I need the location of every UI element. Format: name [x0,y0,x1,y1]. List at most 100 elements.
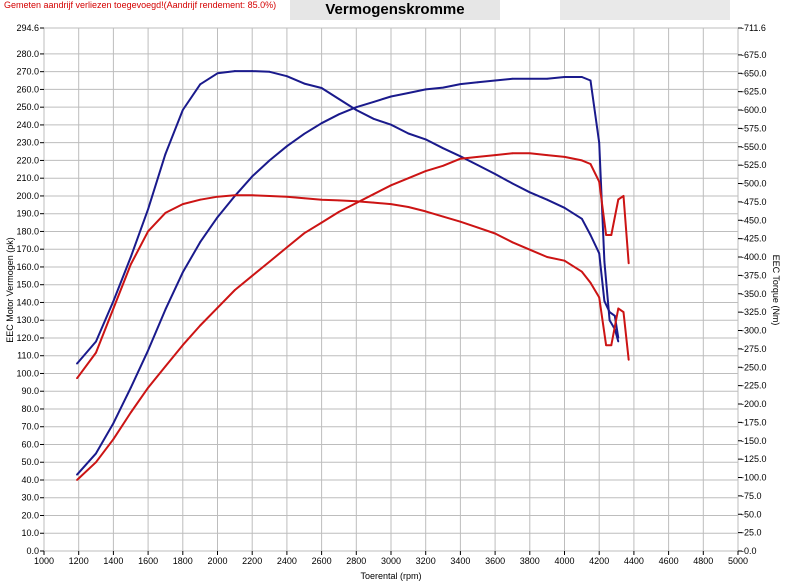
data-point [494,173,496,175]
data-point [546,154,549,157]
x-tick-label: 2600 [312,556,332,566]
y-right-tick-label: -400.0 [741,252,767,262]
data-point [442,86,444,89]
data-point [390,123,392,126]
data-point [199,324,202,327]
data-point [372,100,375,103]
x-tick-label: 3600 [485,556,505,566]
data-point [511,152,514,155]
data-point [589,281,592,284]
data-point [622,311,625,314]
x-tick-label: 2000 [207,556,227,566]
y-right-tick-label: -625.0 [741,87,767,97]
data-point [112,422,115,425]
x-tick-label: 2200 [242,556,262,566]
y-left-tick-label: 120.0 [16,333,39,343]
x-tick-label: 4000 [554,556,574,566]
data-point [580,270,583,273]
y-left-tick-label: 250.0 [16,102,39,112]
y-left-tick-label: 10.0 [21,528,39,538]
y-left-tick-label: 240.0 [16,120,39,130]
data-point [459,157,462,160]
data-point [627,359,630,361]
data-point [563,259,566,262]
data-point [199,198,202,201]
y-left-tick-label: 190.0 [16,209,39,219]
y-right-tick-label: -150.0 [741,436,767,446]
x-tick-label: 1000 [34,556,54,566]
data-point [181,109,184,111]
data-point [580,159,583,162]
x-axis-ticks: 1000 1200 1400 1600 1800 2000 2200 2400 2600 2800… [34,551,748,566]
y-left-tick-label: 60.0 [21,439,39,449]
series-group [76,70,630,481]
data-point [563,76,566,78]
y-left-tick-label: 260.0 [16,84,39,94]
y-left-tick-label: 270.0 [16,67,39,77]
data-point [76,377,78,380]
data-point [181,271,184,274]
data-point [95,452,97,455]
data-point [603,300,606,303]
data-point [407,132,410,135]
y-left-tick-label: 280.0 [16,49,39,59]
y-left-tick-label: 170.0 [16,244,39,254]
y-left-tick-label: 180.0 [16,226,39,236]
y-right-tick-label: -25.0 [741,528,762,538]
data-point [390,184,392,187]
data-point [598,180,601,183]
data-point [268,159,271,162]
right-axis-label: EEC Torque (Nm) [771,255,781,326]
y-right-tick-label: -275.0 [741,344,767,354]
y-left-tick-label: 50.0 [21,457,39,467]
data-point [476,226,479,229]
y-right-tick-label: -125.0 [741,454,767,464]
data-point [617,336,620,339]
data-point [605,234,608,236]
data-point [528,191,531,194]
data-point [268,70,271,73]
x-tick-label: 3000 [381,556,401,566]
y-right-tick-label: -600.0 [741,105,767,115]
y-right-tick-label: -350.0 [741,289,767,299]
data-point [494,154,496,157]
data-point [181,203,184,205]
y-right-tick-label: -375.0 [741,270,767,280]
grid-lines [43,27,739,552]
data-point [320,221,323,224]
data-point [303,232,306,235]
y-left-tick-label: 150.0 [16,280,39,290]
data-point [95,351,97,354]
data-point [251,175,254,178]
data-point [442,147,444,150]
data-point [233,70,236,72]
data-point [407,177,410,180]
data-point [511,182,514,185]
data-point [476,81,479,84]
chart-title: Vermogenskromme [325,1,465,18]
x-tick-label: 2800 [346,556,366,566]
data-point [476,155,479,158]
y-right-tick-label: -450.0 [741,215,767,225]
data-point [424,170,427,172]
data-point [617,307,620,310]
y-right-tick-label: -325.0 [741,307,767,317]
data-point [147,349,150,352]
data-point [199,83,202,86]
drive-loss-note: Gemeten aandrijf verliezen toegevoegd!(A… [4,0,277,10]
y-left-tick-label: 110.0 [17,351,39,361]
data-point [216,216,219,219]
data-point [355,202,358,204]
data-point [610,344,613,347]
left-axis-ticks: 0.0 10.0 20.0 30.0 40.0 50.0 60.0 70.0 80.0 90.0 1… [16,23,44,556]
y-left-tick-label: 160.0 [16,262,39,272]
y-right-tick-label: -200.0 [741,399,767,409]
data-point [76,473,78,476]
data-point [233,194,236,197]
x-tick-label: 4400 [624,556,644,566]
y-left-tick-label: 220.0 [16,155,39,165]
data-point [199,241,202,243]
y-left-tick-label: 20.0 [21,510,39,520]
data-point [181,344,184,346]
data-point [622,195,625,197]
